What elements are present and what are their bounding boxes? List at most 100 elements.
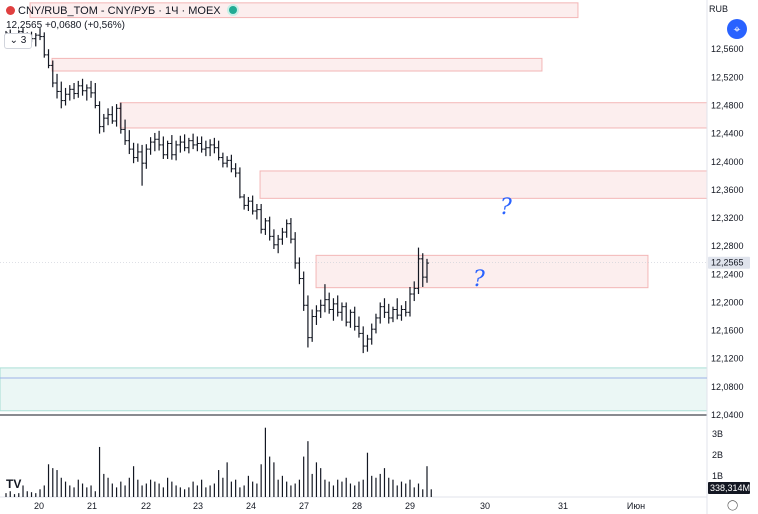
ohlc-bar	[420, 253, 425, 287]
price-change: +0,0680 (+0,56%)	[44, 20, 125, 31]
price-tick-label: 12,3600	[711, 185, 744, 195]
ohlc-bar	[182, 134, 187, 152]
price-summary: 12,2565 +0,0680 (+0,56%)	[6, 20, 125, 31]
volume-tick-label: 2B	[712, 450, 723, 460]
ohlc-bar	[93, 83, 98, 109]
ohlc-bar	[225, 156, 230, 168]
ohlc-bar	[276, 234, 281, 254]
ohlc-bar	[344, 302, 349, 327]
ohlc-bar	[152, 132, 157, 152]
ohlc-bar	[331, 298, 336, 321]
ohlc-bar	[416, 247, 421, 295]
ohlc-bar	[373, 313, 378, 334]
chart-header: CNY/RUB_TOM - CNY/РУБ · 1Ч · MOEX	[6, 4, 237, 18]
zone-supply	[29, 2, 579, 19]
ohlc-bar	[361, 326, 366, 354]
price-tick-label: 12,5200	[711, 72, 744, 82]
ohlc-bar	[335, 295, 340, 317]
crosshair-icon: ⌖	[733, 22, 741, 36]
time-tick-label: 22	[141, 501, 151, 511]
ohlc-bar	[127, 130, 132, 155]
question-annotation: ?	[500, 195, 512, 220]
ohlc-bar	[63, 87, 68, 106]
volume-last-tag-label: 338,314M	[710, 483, 750, 493]
ohlc-bar	[259, 203, 264, 234]
indicators-count: 3	[20, 35, 27, 46]
question-annotation: ?	[473, 267, 485, 292]
chevron-down-icon: ⌄	[9, 35, 19, 46]
ohlc-bar	[67, 85, 72, 101]
ohlc-bar	[314, 305, 319, 325]
ohlc-bar	[165, 140, 170, 159]
zone-supply	[51, 57, 543, 72]
ohlc-bar	[208, 139, 213, 157]
ohlc-bar	[33, 33, 38, 47]
ohlc-bar	[174, 140, 179, 161]
time-tick-label: Июн	[627, 501, 645, 511]
time-tick-label: 24	[246, 501, 256, 511]
ohlc-bar	[118, 102, 123, 134]
ohlc-bar	[412, 281, 417, 302]
ohlc-bar	[263, 218, 268, 235]
price-tick-label: 12,3200	[711, 213, 744, 223]
ohlc-bar	[242, 194, 247, 210]
ohlc-bar	[365, 334, 370, 352]
zone-supply	[259, 170, 708, 199]
ohlc-bar	[399, 305, 404, 321]
ohlc-bar	[293, 232, 298, 269]
symbol-title[interactable]: CNY/RUB_TOM - CNY/РУБ · 1Ч · MOEX	[18, 5, 221, 17]
ohlc-bar	[144, 144, 149, 169]
ohlc-bar	[38, 28, 43, 41]
ohlc-bar	[178, 135, 183, 153]
ohlc-bar	[195, 136, 200, 152]
ohlc-bar	[297, 257, 302, 285]
ohlc-bar	[327, 292, 332, 314]
ohlc-bar	[216, 140, 221, 161]
ohlc-bar	[318, 299, 323, 318]
ohlc-bar	[80, 78, 85, 96]
ohlc-bar	[369, 323, 374, 345]
ohlc-bar	[50, 60, 55, 88]
ohlc-bar	[114, 104, 119, 127]
axes: 12,5600 12,5200 12,4800 12,4400 12,4000 12,36…	[34, 44, 750, 511]
ohlc-bar	[378, 302, 383, 324]
time-tick-label: 23	[193, 501, 203, 511]
ohlc-bar	[76, 80, 81, 98]
indicators-toggle[interactable]: ⌄ 3	[4, 33, 32, 49]
price-tick-label: 12,4000	[711, 157, 744, 167]
annotations: ??	[473, 195, 512, 292]
ohlc-bar	[250, 195, 255, 215]
ohlc-bar	[140, 144, 145, 186]
time-tick-label: 31	[558, 501, 568, 511]
last-price-tag	[708, 256, 750, 269]
ohlc-bar	[89, 80, 94, 98]
time-tick-label: 27	[299, 501, 309, 511]
zones-layer	[0, 2, 708, 412]
ohlc-bar	[301, 271, 306, 311]
ohlc-bar	[186, 137, 191, 154]
price-tick-label: 12,4400	[711, 129, 744, 139]
price-tick-label: 12,2800	[711, 241, 744, 251]
ohlc-bar	[55, 73, 60, 99]
ohlc-bar	[280, 227, 285, 245]
ohlc-bar	[395, 298, 400, 320]
currency-label[interactable]: RUB	[709, 4, 729, 14]
ohlc-bar	[161, 136, 166, 159]
ohlc-bar	[42, 32, 47, 58]
ohlc-bar	[157, 130, 162, 151]
last-price-tag-label: 12,2565	[711, 258, 744, 268]
zone-supply	[315, 254, 649, 289]
ohlc-bar	[97, 101, 102, 134]
price-tick-label: 12,2400	[711, 269, 744, 279]
ohlc-bar	[191, 133, 196, 150]
volume-tick-label: 3B	[712, 429, 723, 439]
settings-icon[interactable]: ◯	[727, 500, 739, 511]
ohlc-bar	[203, 140, 208, 157]
ohlc-bar	[148, 137, 153, 155]
ohlc-bar	[267, 216, 272, 241]
crosshair-button[interactable]: ⌖	[727, 19, 747, 39]
tradingview-logo[interactable]: TV	[6, 477, 22, 491]
ohlc-bar	[199, 136, 204, 153]
time-tick-label: 20	[34, 501, 44, 511]
